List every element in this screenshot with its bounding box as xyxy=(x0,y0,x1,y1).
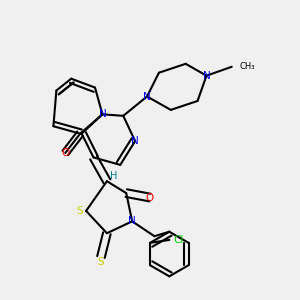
Text: N: N xyxy=(128,216,136,226)
Text: N: N xyxy=(131,136,139,146)
Text: S: S xyxy=(98,257,104,267)
Text: S: S xyxy=(77,206,83,216)
Text: O: O xyxy=(61,148,69,158)
Text: H: H xyxy=(110,171,117,181)
Text: CH₃: CH₃ xyxy=(239,62,255,71)
Text: O: O xyxy=(146,193,154,202)
Text: N: N xyxy=(143,92,151,101)
Text: Cl: Cl xyxy=(173,235,183,245)
Text: N: N xyxy=(202,71,210,81)
Text: N: N xyxy=(99,109,106,119)
